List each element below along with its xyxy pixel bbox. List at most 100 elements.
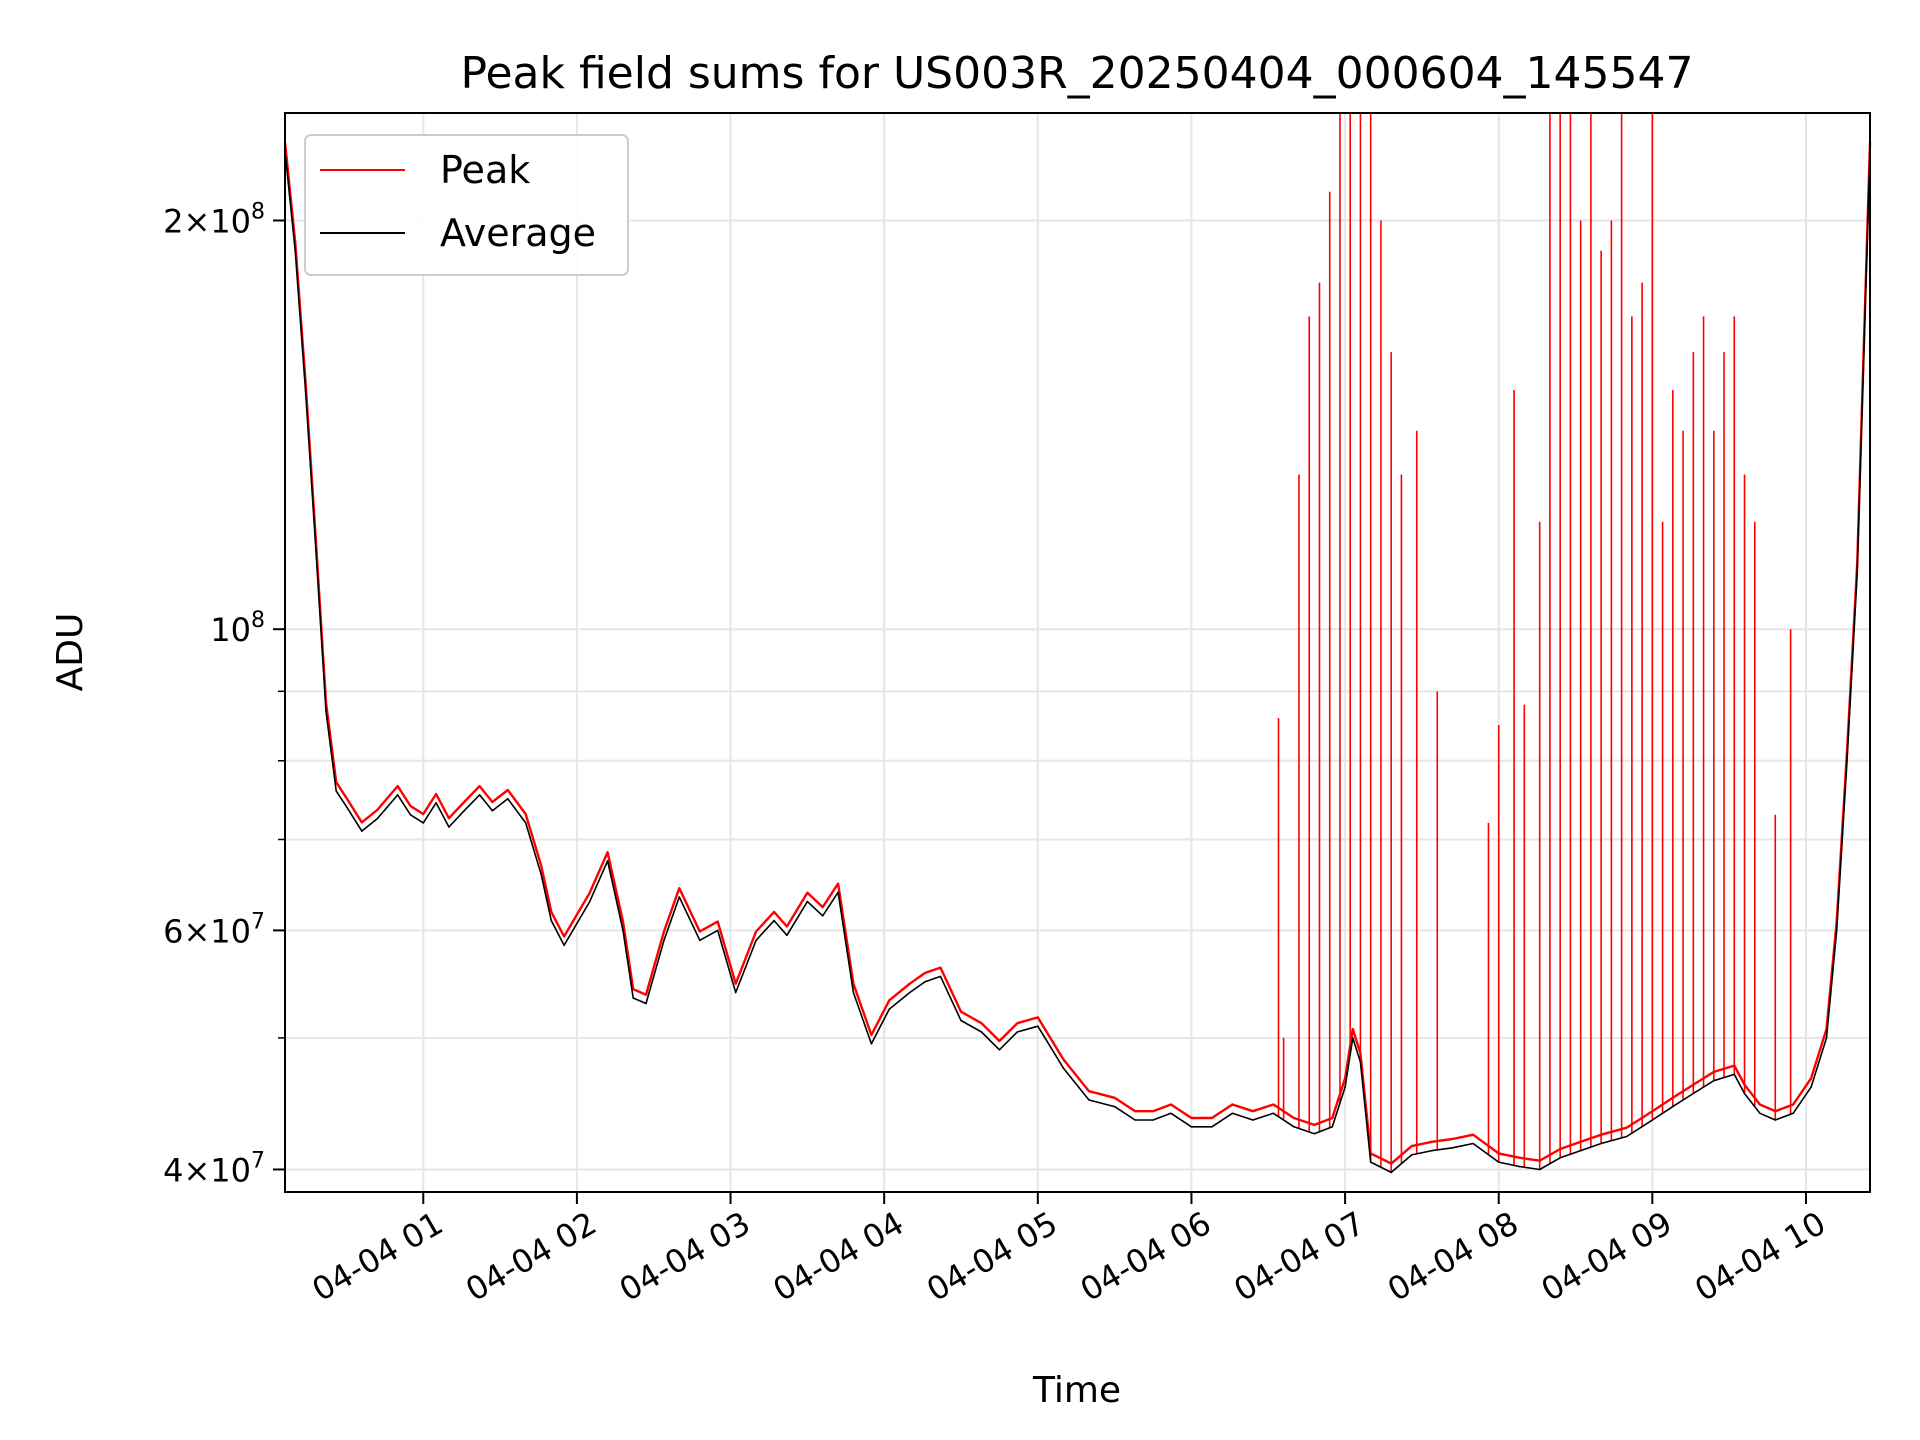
- average-data-point: [821, 915, 824, 917]
- average-data-point: [524, 822, 527, 824]
- average-data-point: [678, 896, 681, 898]
- average-data-point: [980, 1031, 983, 1033]
- chart-title: Peak field sums for US003R_20250404_0006…: [460, 48, 1693, 99]
- y-tick-label: 2×108: [163, 200, 265, 241]
- average-data-point: [435, 802, 437, 804]
- average-data-point: [1713, 1079, 1715, 1082]
- average-data-point: [361, 830, 363, 832]
- average-data-point: [540, 873, 542, 875]
- average-data-point: [888, 1008, 891, 1010]
- legend: Peak Average: [304, 134, 629, 276]
- average-data-point: [1625, 1135, 1628, 1138]
- average-data-point: [1451, 1147, 1454, 1149]
- average-data-point: [1835, 929, 1838, 932]
- average-data-point: [870, 1043, 873, 1045]
- average-data-point: [852, 991, 855, 994]
- average-data-point: [1692, 1092, 1695, 1095]
- average-data-point: [1152, 1119, 1154, 1121]
- average-data-point: [563, 944, 565, 947]
- average-data-point: [1344, 1086, 1346, 1088]
- average-data-point: [1088, 1099, 1090, 1101]
- average-series-line: [284, 151, 1871, 1174]
- average-data-point: [1037, 1025, 1039, 1027]
- y-tick-label: 108: [210, 608, 265, 649]
- average-data-point: [1810, 1086, 1812, 1088]
- average-data-point: [335, 790, 338, 792]
- average-data-point: [463, 809, 466, 812]
- average-data-point: [960, 1019, 962, 1022]
- average-data-point: [1369, 1161, 1372, 1163]
- average-data-point: [1359, 1061, 1362, 1063]
- average-data-point: [645, 1002, 647, 1005]
- plot-area-frame: [284, 112, 1871, 1193]
- average-data-point: [1579, 1149, 1582, 1152]
- average-data-point: [345, 805, 348, 808]
- average-data-point: [1538, 1168, 1541, 1171]
- average-data-point: [1600, 1142, 1602, 1145]
- average-data-point: [786, 934, 788, 937]
- average-data-point: [1472, 1142, 1474, 1145]
- average-data-point: [1016, 1031, 1019, 1033]
- average-data-point: [699, 939, 701, 942]
- average-data-point: [1352, 1037, 1354, 1039]
- average-data-point: [448, 826, 450, 828]
- average-data-point: [491, 809, 494, 812]
- average-data-point: [1134, 1119, 1136, 1121]
- average-data-point: [1272, 1112, 1275, 1115]
- y-tick-label: 4×107: [163, 1148, 265, 1189]
- average-data-point: [1774, 1119, 1777, 1121]
- average-data-point: [1252, 1119, 1254, 1121]
- average-data-point: [1792, 1112, 1794, 1115]
- y-axis-ticks: 4×107 6×107 108 2×108: [163, 200, 285, 1189]
- average-data-point: [550, 919, 553, 922]
- average-data-point: [998, 1049, 1001, 1051]
- average-data-point: [1518, 1165, 1520, 1168]
- average-data-point: [1170, 1112, 1172, 1115]
- average-data-point: [606, 860, 609, 862]
- average-data-point: [1293, 1126, 1295, 1128]
- average-data-point: [837, 891, 839, 894]
- peak-series-line: [283, 142, 1872, 1165]
- y-axis-label: ADU: [50, 613, 91, 692]
- x-axis-label: Time: [1032, 1370, 1121, 1411]
- average-data-point: [622, 929, 624, 932]
- average-data-point: [1062, 1067, 1065, 1069]
- average-data-point: [1743, 1092, 1746, 1095]
- average-data-point: [294, 249, 297, 252]
- average-data-point: [1190, 1126, 1193, 1128]
- legend-average-label: Average: [440, 211, 596, 255]
- legend-peak-label: Peak: [440, 148, 530, 192]
- average-data-point: [314, 546, 317, 548]
- average-data-point: [773, 919, 775, 922]
- average-data-point: [376, 818, 379, 820]
- average-data-point: [1672, 1105, 1674, 1108]
- average-data-point: [1651, 1119, 1654, 1121]
- average-data-point: [1431, 1149, 1433, 1152]
- average-data-point: [304, 389, 307, 391]
- average-data-point: [422, 822, 425, 824]
- average-data-point: [1733, 1073, 1736, 1076]
- average-data-point: [1846, 760, 1848, 762]
- y-tick-label: 6×107: [163, 909, 265, 950]
- average-data-point: [1410, 1154, 1413, 1156]
- average-data-point: [632, 997, 634, 999]
- average-data-point: [1313, 1132, 1316, 1135]
- average-data-point: [734, 991, 737, 994]
- average-data-point: [1559, 1157, 1561, 1159]
- average-data-point: [939, 975, 942, 978]
- average-data-point: [1825, 1037, 1828, 1039]
- average-data-point: [1113, 1105, 1116, 1108]
- average-data-point: [1856, 572, 1858, 574]
- average-data-point: [1759, 1112, 1761, 1115]
- average-data-point: [1231, 1112, 1234, 1115]
- average-data-point: [507, 798, 509, 800]
- average-data-point: [1497, 1161, 1500, 1163]
- average-data-point: [1331, 1126, 1334, 1128]
- average-data-point: [663, 939, 665, 942]
- average-data-point: [806, 900, 809, 903]
- average-data-point: [924, 980, 926, 983]
- average-data-point: [1211, 1126, 1213, 1128]
- average-data-point: [588, 900, 591, 903]
- series-layer: [283, 113, 1872, 1174]
